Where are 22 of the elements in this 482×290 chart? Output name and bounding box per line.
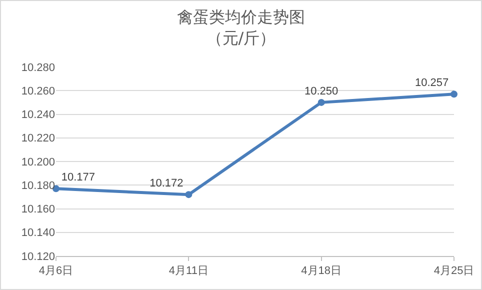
y-tick-label: 10.220 — [21, 132, 55, 145]
y-tick-label: 10.200 — [21, 156, 55, 168]
point — [318, 98, 325, 106]
data-label: 10.172 — [150, 177, 184, 190]
y-tick-label: 10.180 — [21, 180, 55, 192]
y-tick-label: 10.240 — [21, 109, 55, 122]
chart-title: 禽蛋类均价走势图 — [177, 8, 305, 27]
x-tick-label: 4月25日 — [434, 265, 474, 278]
y-tick-label: 10.160 — [21, 204, 55, 216]
y-tick-label: 10.120 — [21, 250, 55, 263]
data-label: 10.257 — [414, 77, 449, 90]
point — [450, 90, 458, 98]
chart-subtitle: （元/斤） — [206, 28, 276, 48]
y-tick-label: 10.260 — [21, 85, 55, 98]
data-label: 10.250 — [304, 85, 338, 98]
data-label: 10.177 — [61, 172, 96, 184]
y-tick-label: 10.140 — [21, 227, 55, 240]
point — [185, 191, 192, 198]
x-tick-label: 4月18日 — [301, 265, 342, 278]
y-tick-label: 10.280 — [21, 62, 55, 74]
x-tick-label: 4月6日 — [38, 265, 74, 278]
x-tick-label: 4月11日 — [168, 265, 208, 278]
